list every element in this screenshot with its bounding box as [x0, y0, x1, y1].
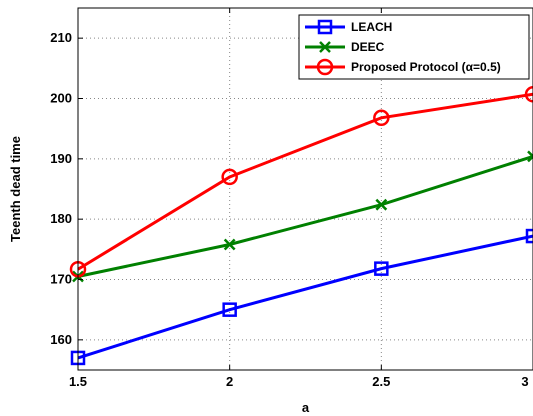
legend-label: DEEC — [351, 40, 385, 54]
y-axis-ticks: 160 170 180 190 200 210 — [50, 30, 83, 347]
data-point-square — [525, 228, 533, 244]
axes — [77, 7, 533, 371]
y-tick-label: 170 — [50, 272, 72, 287]
data-point-x — [527, 150, 533, 163]
data-point-circle — [373, 109, 390, 127]
legend-marker-square — [317, 19, 333, 35]
x-tick-label: 2.5 — [372, 374, 390, 389]
data-point-square — [374, 261, 389, 276]
y-tick-label: 160 — [50, 332, 72, 347]
y-tick-label: 210 — [50, 30, 72, 45]
y-tick-label: 200 — [50, 91, 72, 106]
data-point-square — [222, 302, 237, 317]
x-tick-label: 3 — [521, 374, 528, 389]
series-line — [77, 92, 533, 271]
data-point-circle — [221, 168, 238, 186]
data-point-circle — [524, 86, 533, 103]
legend-label: Proposed Protocol (α=0.5) — [351, 60, 501, 74]
legend-marker-circle — [316, 58, 334, 76]
data-point-x — [375, 198, 388, 211]
y-tick-label: 190 — [50, 151, 72, 166]
y-tick-label: 180 — [50, 211, 72, 226]
plot-frame — [77, 7, 533, 371]
series-line — [77, 154, 533, 278]
x-tick-label: 1.5 — [69, 374, 87, 389]
legend-item: DEEC — [305, 40, 385, 54]
x-tick-label: 2 — [226, 374, 233, 389]
x-axis-ticks: 1.5 2 2.5 3 — [69, 8, 533, 389]
series-line — [77, 234, 533, 360]
legend-item: Proposed Protocol (α=0.5) — [305, 58, 501, 76]
legend-item: LEACH — [305, 19, 392, 35]
series-circle-2 — [69, 86, 533, 278]
legend: LEACH DEEC Proposed Protocol (α=0.5) — [298, 14, 530, 80]
y-axis-label: Teenth dead time — [8, 136, 23, 242]
data-point-x — [223, 238, 236, 251]
x-axis-label: a — [302, 400, 310, 415]
legend-marker-x — [319, 41, 331, 53]
legend-label: LEACH — [351, 20, 392, 34]
